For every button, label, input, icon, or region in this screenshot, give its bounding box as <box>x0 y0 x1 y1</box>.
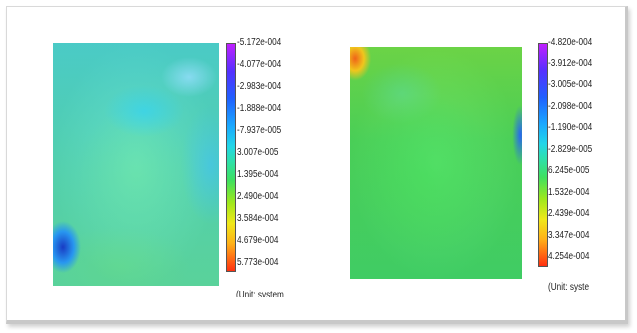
unit-label-left: (Unit: system <box>236 290 284 297</box>
scale-label: -4.820e-004 <box>548 37 593 48</box>
scale-label: -1.190e-004 <box>548 122 593 133</box>
scale-label: -3.005e-004 <box>548 79 593 90</box>
scale-label: -1.888e-004 <box>237 103 282 114</box>
scale-label: -5.172e-004 <box>237 37 282 48</box>
plot-shading <box>53 43 219 286</box>
scale-label: 2.439e-004 <box>548 208 590 219</box>
scale-label: 3.347e-004 <box>548 230 590 241</box>
scale-label: 3.007e-005 <box>237 147 279 158</box>
scale-label: -7.937e-005 <box>237 125 282 136</box>
scale-label: 1.532e-004 <box>548 187 590 198</box>
scale-label: 6.245e-005 <box>548 165 590 176</box>
colorbar-left <box>226 43 236 272</box>
scale-label: -2.829e-005 <box>548 144 593 155</box>
scale-label: 2.490e-004 <box>237 191 279 202</box>
scale-label: 3.584e-004 <box>237 213 279 224</box>
scale-label: -4.077e-004 <box>237 59 282 70</box>
scale-label: -2.983e-004 <box>237 81 282 92</box>
unit-label-right: (Unit: syste <box>548 282 590 293</box>
plot-shading <box>350 47 522 279</box>
scale-label: 5.773e-004 <box>237 257 279 268</box>
scale-label: 4.679e-004 <box>237 235 279 246</box>
scale-label: 4.254e-004 <box>548 251 590 262</box>
contour-plot-right <box>350 47 522 279</box>
scale-label: 1.395e-004 <box>237 169 279 180</box>
scale-label: -2.098e-004 <box>548 101 593 112</box>
contour-plot-left <box>53 43 219 286</box>
scale-label: -3.912e-004 <box>548 58 593 69</box>
colorbar-right <box>538 43 548 267</box>
